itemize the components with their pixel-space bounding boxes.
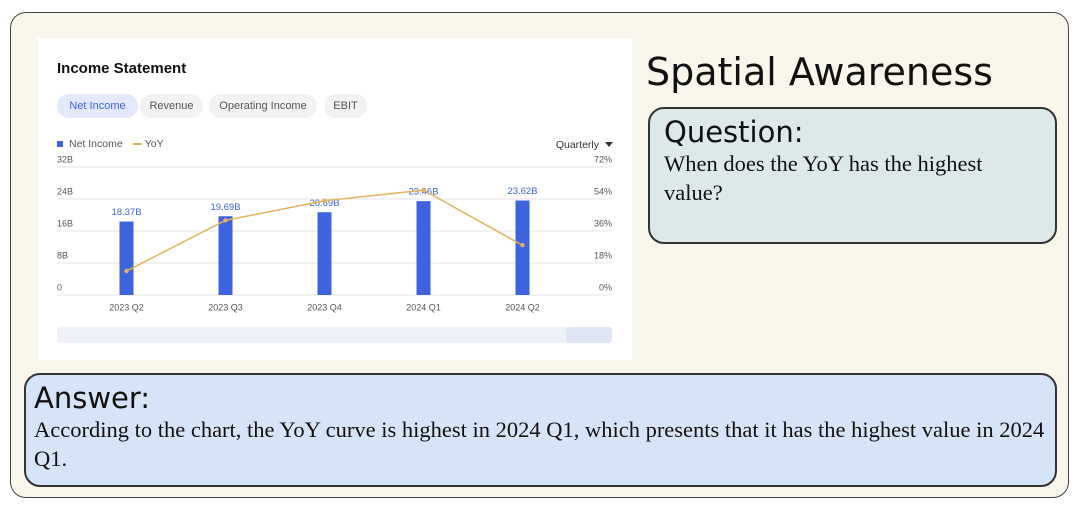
- y2-tick-label: 54%: [594, 186, 612, 196]
- tab-label[interactable]: Operating Income: [219, 100, 306, 112]
- answer-text: According to the chart, the YoY curve is…: [34, 417, 1045, 471]
- tab[interactable]: [324, 94, 367, 118]
- point: [124, 268, 129, 274]
- legend-marker: [57, 141, 63, 147]
- tab[interactable]: [57, 94, 138, 118]
- scrollbar[interactable]: [57, 327, 612, 343]
- point: [223, 218, 228, 223]
- x-tick-label: 2023 Q2: [109, 302, 144, 312]
- dropdown-arrow: [605, 142, 613, 147]
- period-select[interactable]: Quarterly: [556, 139, 600, 151]
- value-label: 18.37B: [111, 207, 141, 218]
- tab[interactable]: [209, 94, 317, 118]
- legend-label: Net Income: [69, 138, 123, 150]
- bar: [119, 221, 134, 295]
- y2-tick-label: 0%: [599, 282, 612, 292]
- y2-tick-label: 72%: [594, 154, 612, 164]
- value-label: 23.62B: [507, 186, 537, 197]
- chart-title: Income Statement: [57, 60, 186, 77]
- y-tick-label: 32B: [57, 154, 73, 164]
- x-tick-label: 2024 Q1: [406, 302, 441, 312]
- point: [421, 187, 426, 193]
- answer-label: Answer:: [34, 381, 151, 415]
- scroll-handle[interactable]: [566, 327, 612, 343]
- y-tick-label: 0: [57, 282, 62, 292]
- y-tick-label: 16B: [57, 218, 73, 228]
- bar: [515, 200, 530, 295]
- tab[interactable]: [140, 94, 203, 118]
- question-box: Question: When does the YoY has the high…: [648, 107, 1057, 244]
- heading: Spatial Awareness: [646, 50, 993, 94]
- y2-tick-label: 36%: [594, 218, 612, 228]
- tab-label[interactable]: EBIT: [333, 100, 358, 112]
- question-label: Question:: [664, 115, 804, 149]
- legend-label: YoY: [145, 138, 164, 150]
- y2-tick-label: 18%: [594, 250, 612, 260]
- x-tick-label: 2023 Q4: [307, 302, 342, 312]
- bar: [218, 216, 233, 295]
- answer-box: Answer: According to the chart, the YoY …: [24, 373, 1057, 487]
- y-tick-label: 8B: [57, 250, 68, 260]
- chart-panel: Income Statement Net Income Revenue Operat…: [38, 38, 632, 360]
- x-tick-label: 2024 Q2: [505, 302, 540, 312]
- x-tick-label: 2023 Q3: [208, 302, 243, 312]
- bar: [317, 212, 332, 295]
- value-label: 19.69B: [210, 202, 240, 213]
- question-text: When does the YoY has the highest value?: [664, 151, 983, 205]
- tab-label[interactable]: Revenue: [149, 100, 193, 112]
- bar: [416, 201, 431, 295]
- value-label: 20.69B: [309, 198, 339, 209]
- point: [322, 198, 327, 203]
- y-tick-label: 24B: [57, 186, 73, 196]
- point: [520, 243, 525, 248]
- tab-label[interactable]: Net Income: [69, 100, 125, 112]
